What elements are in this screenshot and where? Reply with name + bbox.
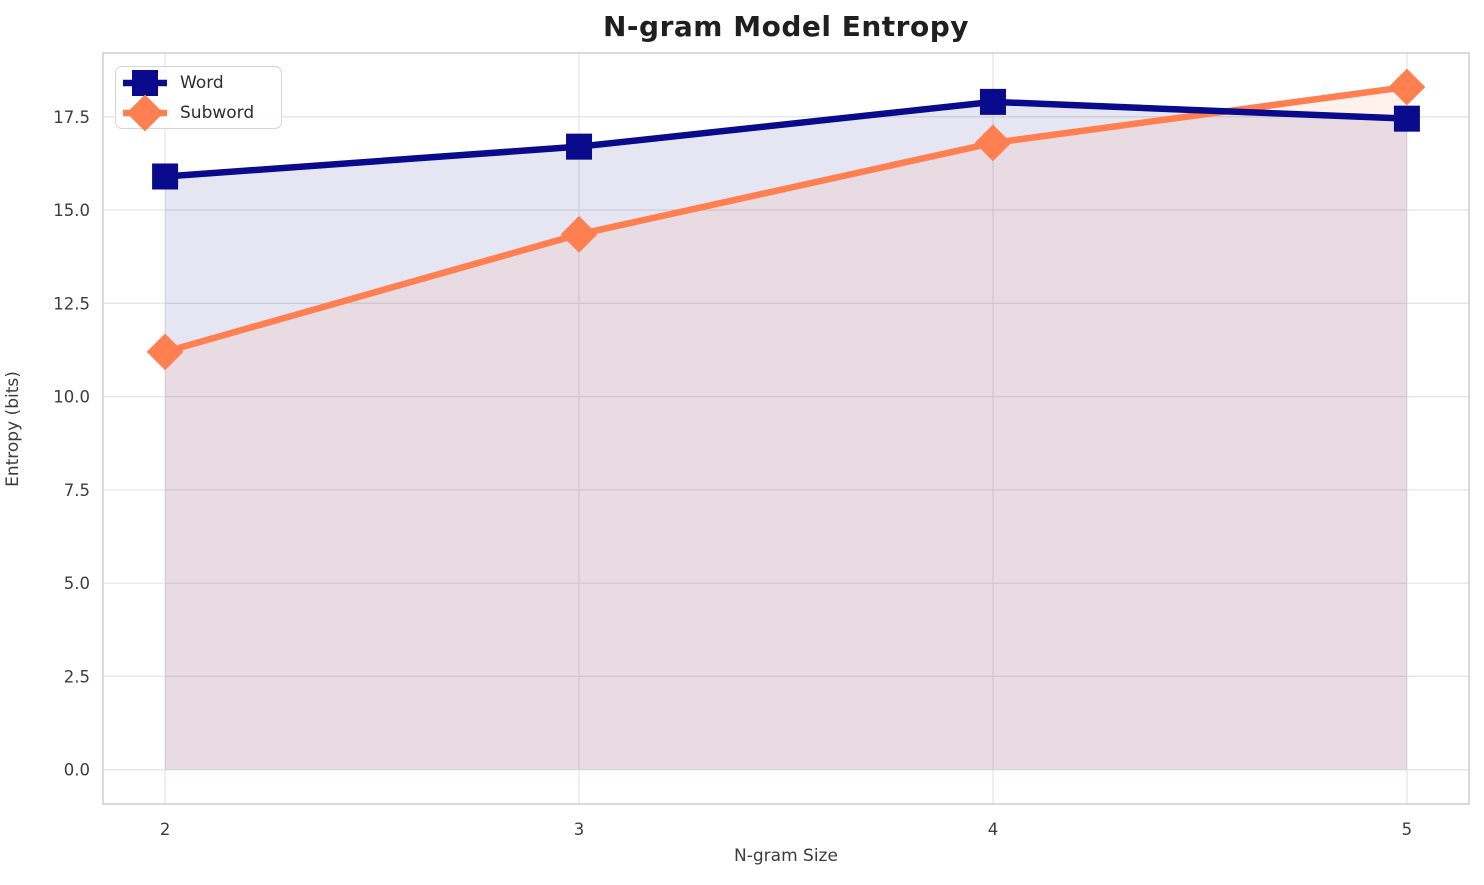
svg-text:2.5: 2.5 (64, 667, 90, 686)
svg-text:10.0: 10.0 (53, 388, 90, 407)
svg-text:4: 4 (988, 820, 999, 839)
svg-text:5.0: 5.0 (64, 574, 90, 593)
legend-label-word: Word (180, 72, 224, 93)
svg-text:2: 2 (160, 820, 171, 839)
svg-text:3: 3 (574, 820, 585, 839)
word-series-marker-icon (123, 69, 167, 96)
svg-text:17.5: 17.5 (53, 108, 90, 127)
svg-text:5: 5 (1402, 820, 1413, 839)
subword-series-marker-icon (123, 94, 167, 131)
legend-label-subword: Subword (180, 102, 255, 123)
x-axis-label: N-gram Size (734, 846, 838, 866)
legend: Word Subword (115, 66, 282, 131)
chart-title: N-gram Model Entropy (603, 10, 969, 43)
svg-text:15.0: 15.0 (53, 201, 90, 220)
svg-text:12.5: 12.5 (53, 294, 90, 313)
svg-text:0.0: 0.0 (64, 761, 90, 780)
legend-item-subword: Subword (122, 94, 271, 131)
legend-item-word: Word (122, 68, 271, 98)
svg-text:7.5: 7.5 (64, 481, 90, 500)
